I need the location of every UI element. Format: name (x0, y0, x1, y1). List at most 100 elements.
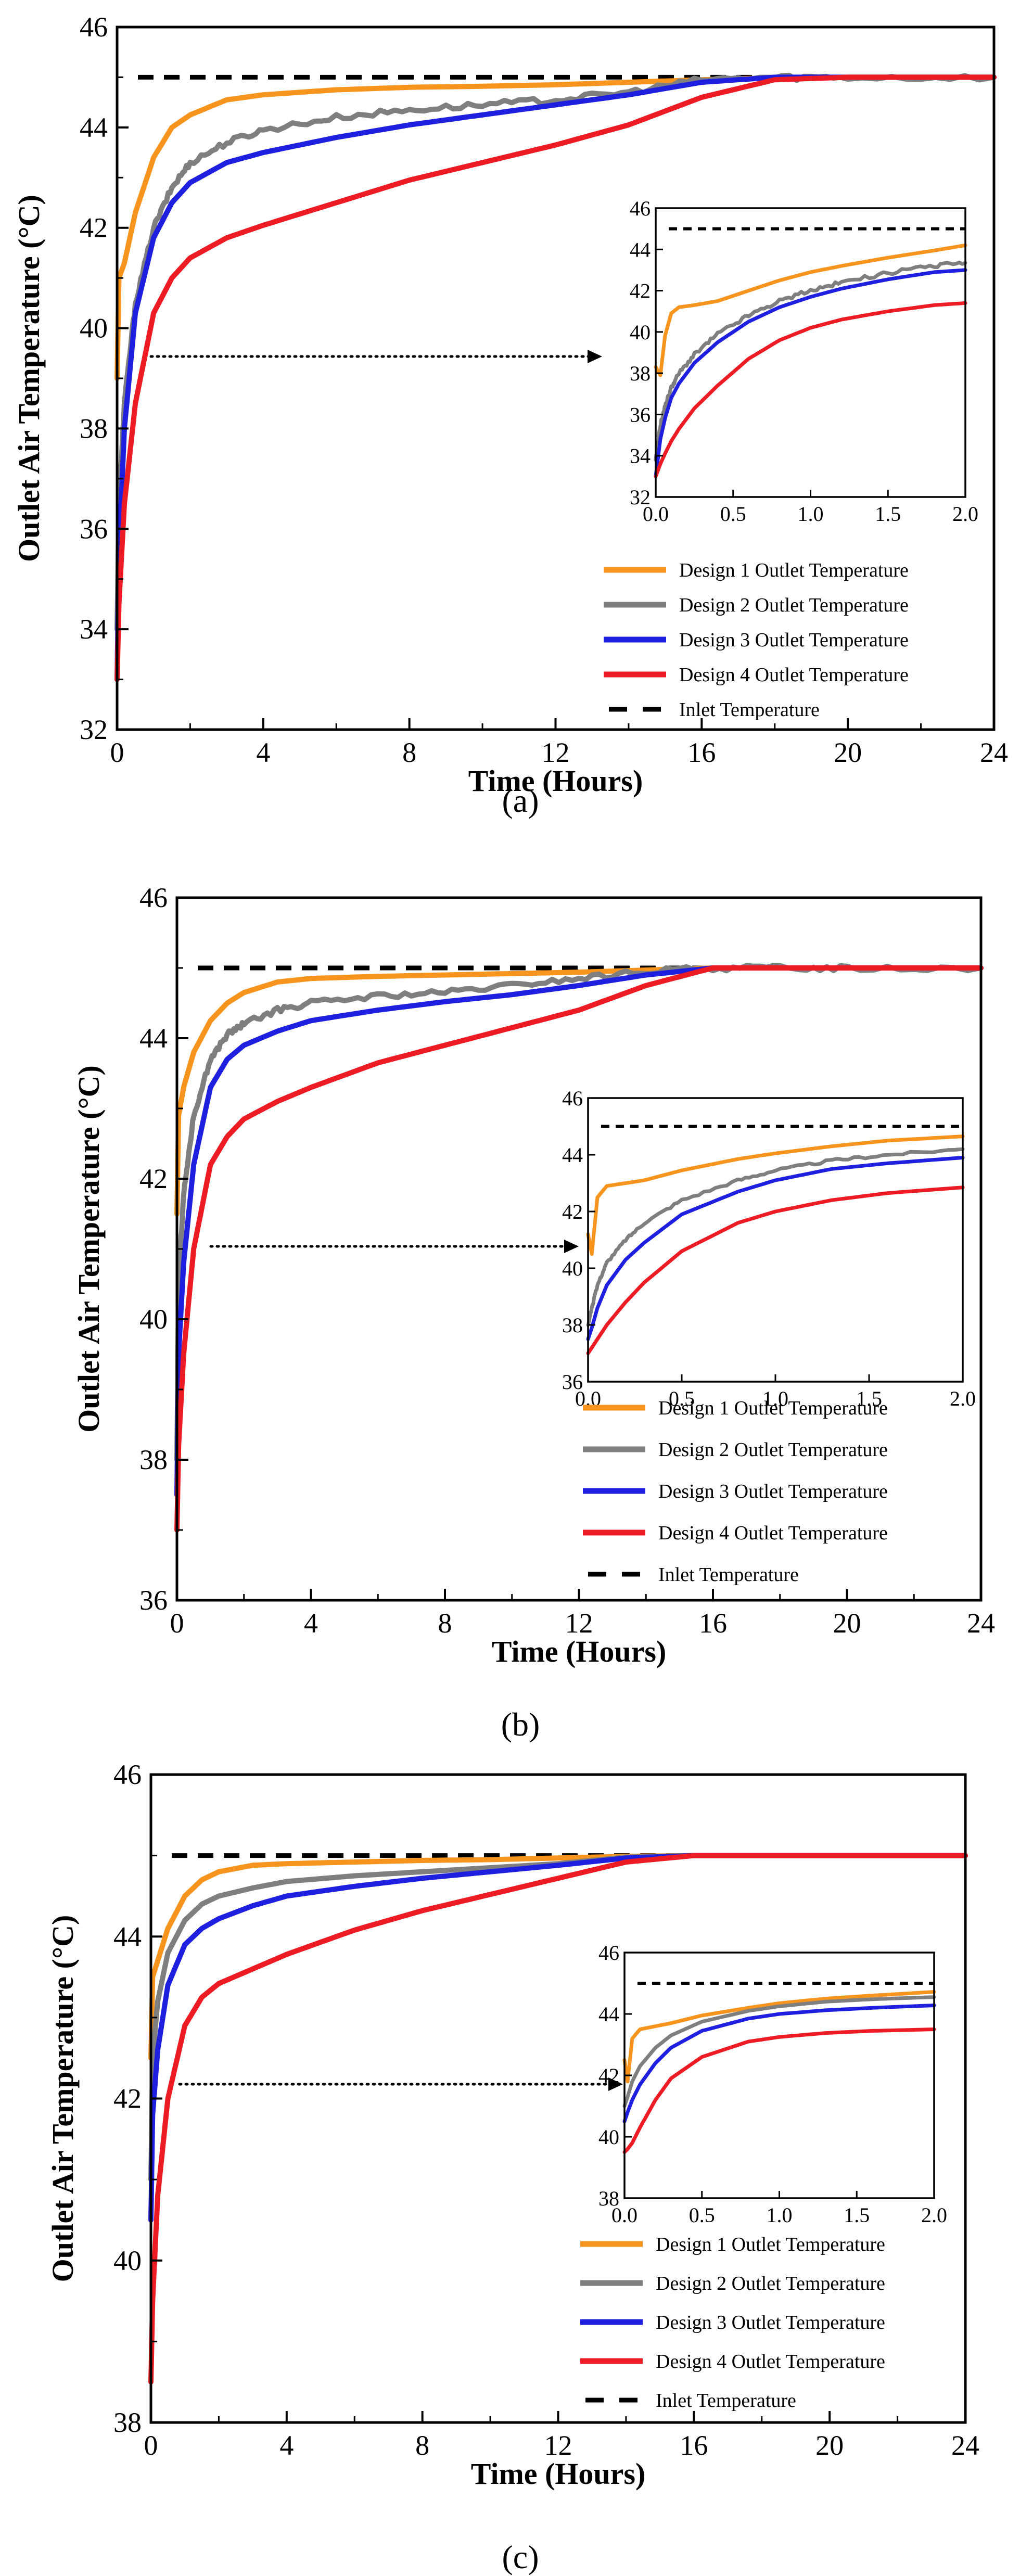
y-tick-label: 42 (80, 212, 108, 244)
x-tick-label: 0 (144, 2430, 158, 2461)
x-tick-label: 8 (402, 737, 416, 768)
chart-panel-2: 0 4 8 12 16 20 24 36 38 40 42 44 46 Time (Hours) Outle… (72, 882, 995, 1743)
x-tick-label: 12 (565, 1608, 593, 1639)
y-tick-label: 46 (80, 11, 108, 43)
y-tick-label: 40 (113, 2245, 142, 2276)
legend-label: Design 1 Outlet Temperature (658, 1397, 888, 1419)
x-tick-label: 8 (415, 2430, 429, 2461)
inset-y-tick-label: 38 (598, 2187, 619, 2210)
legend: Design 1 Outlet Temperature Design 2 Outl… (583, 1397, 888, 1586)
series-line-design-4 (114, 74, 997, 682)
panel-label: (c) (502, 2539, 539, 2575)
legend-label: Inlet Temperature (656, 2390, 796, 2412)
inset-x-tick-label: 1.0 (767, 2203, 793, 2227)
inset-series-line-design-4 (586, 1185, 965, 1355)
inset-x-tick-label: 1.5 (875, 502, 901, 526)
legend-label: Design 4 Outlet Temperature (679, 664, 909, 686)
y-tick-label: 44 (113, 1921, 142, 1952)
inset-x-tick-label: 0.5 (669, 1387, 695, 1410)
inset-y-tick-label: 36 (562, 1370, 583, 1394)
inset-y-tick-label: 44 (630, 238, 651, 261)
y-tick-label: 46 (139, 882, 168, 913)
inset-y-tick-label: 40 (598, 2125, 619, 2149)
x-tick-label: 16 (687, 737, 716, 768)
legend-label: Design 4 Outlet Temperature (658, 1522, 888, 1544)
inset-y-tick-label: 40 (630, 321, 651, 344)
y-tick-label: 44 (80, 112, 108, 143)
x-tick-label: 12 (542, 737, 570, 768)
x-tick-label: 4 (279, 2430, 294, 2461)
inset-y-tick-label: 40 (562, 1257, 583, 1280)
y-tick-label: 34 (80, 614, 108, 645)
y-tick-label: 38 (113, 2407, 142, 2438)
inset-series-line-design-3 (654, 268, 967, 478)
y-tick-label: 36 (139, 1585, 168, 1616)
inset-y-tick-label: 36 (630, 403, 651, 426)
zoom-arrow-head-icon (608, 2077, 623, 2091)
inset-x-tick-label: 2.0 (952, 502, 978, 526)
legend-label: Inlet Temperature (679, 699, 820, 721)
series-line-design-4 (148, 1853, 968, 2385)
x-axis-label: Time (Hours) (492, 1635, 667, 1668)
x-tick-label: 4 (304, 1608, 318, 1639)
legend-label: Design 1 Outlet Temperature (656, 2234, 885, 2255)
legend-label: Design 1 Outlet Temperature (679, 559, 909, 581)
x-tick-label: 0 (110, 737, 124, 768)
inset-series-line-design-2 (654, 260, 967, 462)
x-tick-label: 24 (967, 1608, 995, 1639)
x-tick-label: 16 (699, 1608, 727, 1639)
legend: Design 1 Outlet Temperature Design 2 Outl… (580, 2234, 885, 2412)
inset-plot: 0.0 0.5 1.0 1.5 2.0 32 34 36 38 40 42 44 46 (630, 197, 978, 526)
series-line-design-3 (114, 74, 997, 682)
legend-label: Design 2 Outlet Temperature (656, 2273, 885, 2294)
inset-x-tick-label: 0.0 (643, 502, 669, 526)
x-tick-label: 24 (980, 737, 1008, 768)
y-tick-label: 38 (139, 1444, 168, 1475)
y-tick-label: 38 (80, 413, 108, 444)
series-line-design-4 (174, 965, 984, 1533)
inset-y-tick-label: 38 (630, 362, 651, 385)
inset-y-tick-label: 42 (630, 279, 651, 303)
chart-panel-1: 0 4 8 12 16 20 24 32 34 36 38 40 42 44 46 Time (Hours) O… (12, 11, 1008, 819)
inset-y-tick-label: 34 (630, 444, 651, 468)
chart-panel-3: 0 4 8 12 16 20 24 38 40 42 44 46 Time (Hours) Outlet … (46, 1759, 979, 2575)
zoom-arrow-head-icon (588, 350, 602, 363)
inset-x-tick-label: 1.0 (798, 502, 824, 526)
x-tick-label: 12 (544, 2430, 572, 2461)
inset-x-tick-label: 1.0 (762, 1387, 788, 1410)
panel-label: (b) (501, 1706, 540, 1743)
x-tick-label: 20 (834, 737, 862, 768)
legend: Design 1 Outlet Temperature Design 2 Outl… (604, 559, 909, 721)
inset-background (624, 1953, 934, 2198)
inset-x-tick-label: 2.0 (950, 1387, 976, 1410)
inset-y-tick-label: 46 (630, 197, 651, 220)
y-tick-label: 40 (80, 313, 108, 344)
y-tick-label: 44 (139, 1023, 168, 1054)
inset-y-tick-label: 46 (562, 1087, 583, 1110)
inset-plot: 0.0 0.5 1.0 1.5 2.0 38 40 42 44 46 (598, 1941, 947, 2227)
inset-y-tick-label: 42 (562, 1200, 583, 1223)
inset-y-tick-label: 44 (562, 1143, 583, 1167)
legend-label: Design 3 Outlet Temperature (656, 2312, 885, 2333)
legend-label: Inlet Temperature (658, 1564, 799, 1586)
inset-x-tick-label: 1.5 (844, 2203, 870, 2227)
y-axis-label: Outlet Air Temperature (°C) (46, 1915, 80, 2282)
x-tick-label: 20 (815, 2430, 844, 2461)
legend-label: Design 2 Outlet Temperature (658, 1439, 888, 1461)
inset-series-line-design-4 (654, 301, 967, 478)
y-tick-label: 36 (80, 513, 108, 544)
x-axis-label: Time (Hours) (468, 764, 643, 798)
y-tick-label: 42 (113, 2083, 142, 2114)
y-tick-label: 46 (113, 1759, 142, 1790)
inset-x-tick-label: 0.5 (720, 502, 746, 526)
legend-label: Design 3 Outlet Temperature (658, 1481, 888, 1502)
inset-series-line-design-2 (586, 1147, 965, 1327)
inset-x-tick-label: 0.5 (689, 2203, 715, 2227)
inset-x-tick-label: 2.0 (921, 2203, 947, 2227)
inset-series-line-design-3 (586, 1156, 965, 1341)
y-tick-label: 40 (139, 1304, 168, 1335)
y-axis-label: Outlet Air Temperature (°C) (72, 1065, 106, 1433)
inset-series-line-design-2 (622, 1995, 936, 2108)
